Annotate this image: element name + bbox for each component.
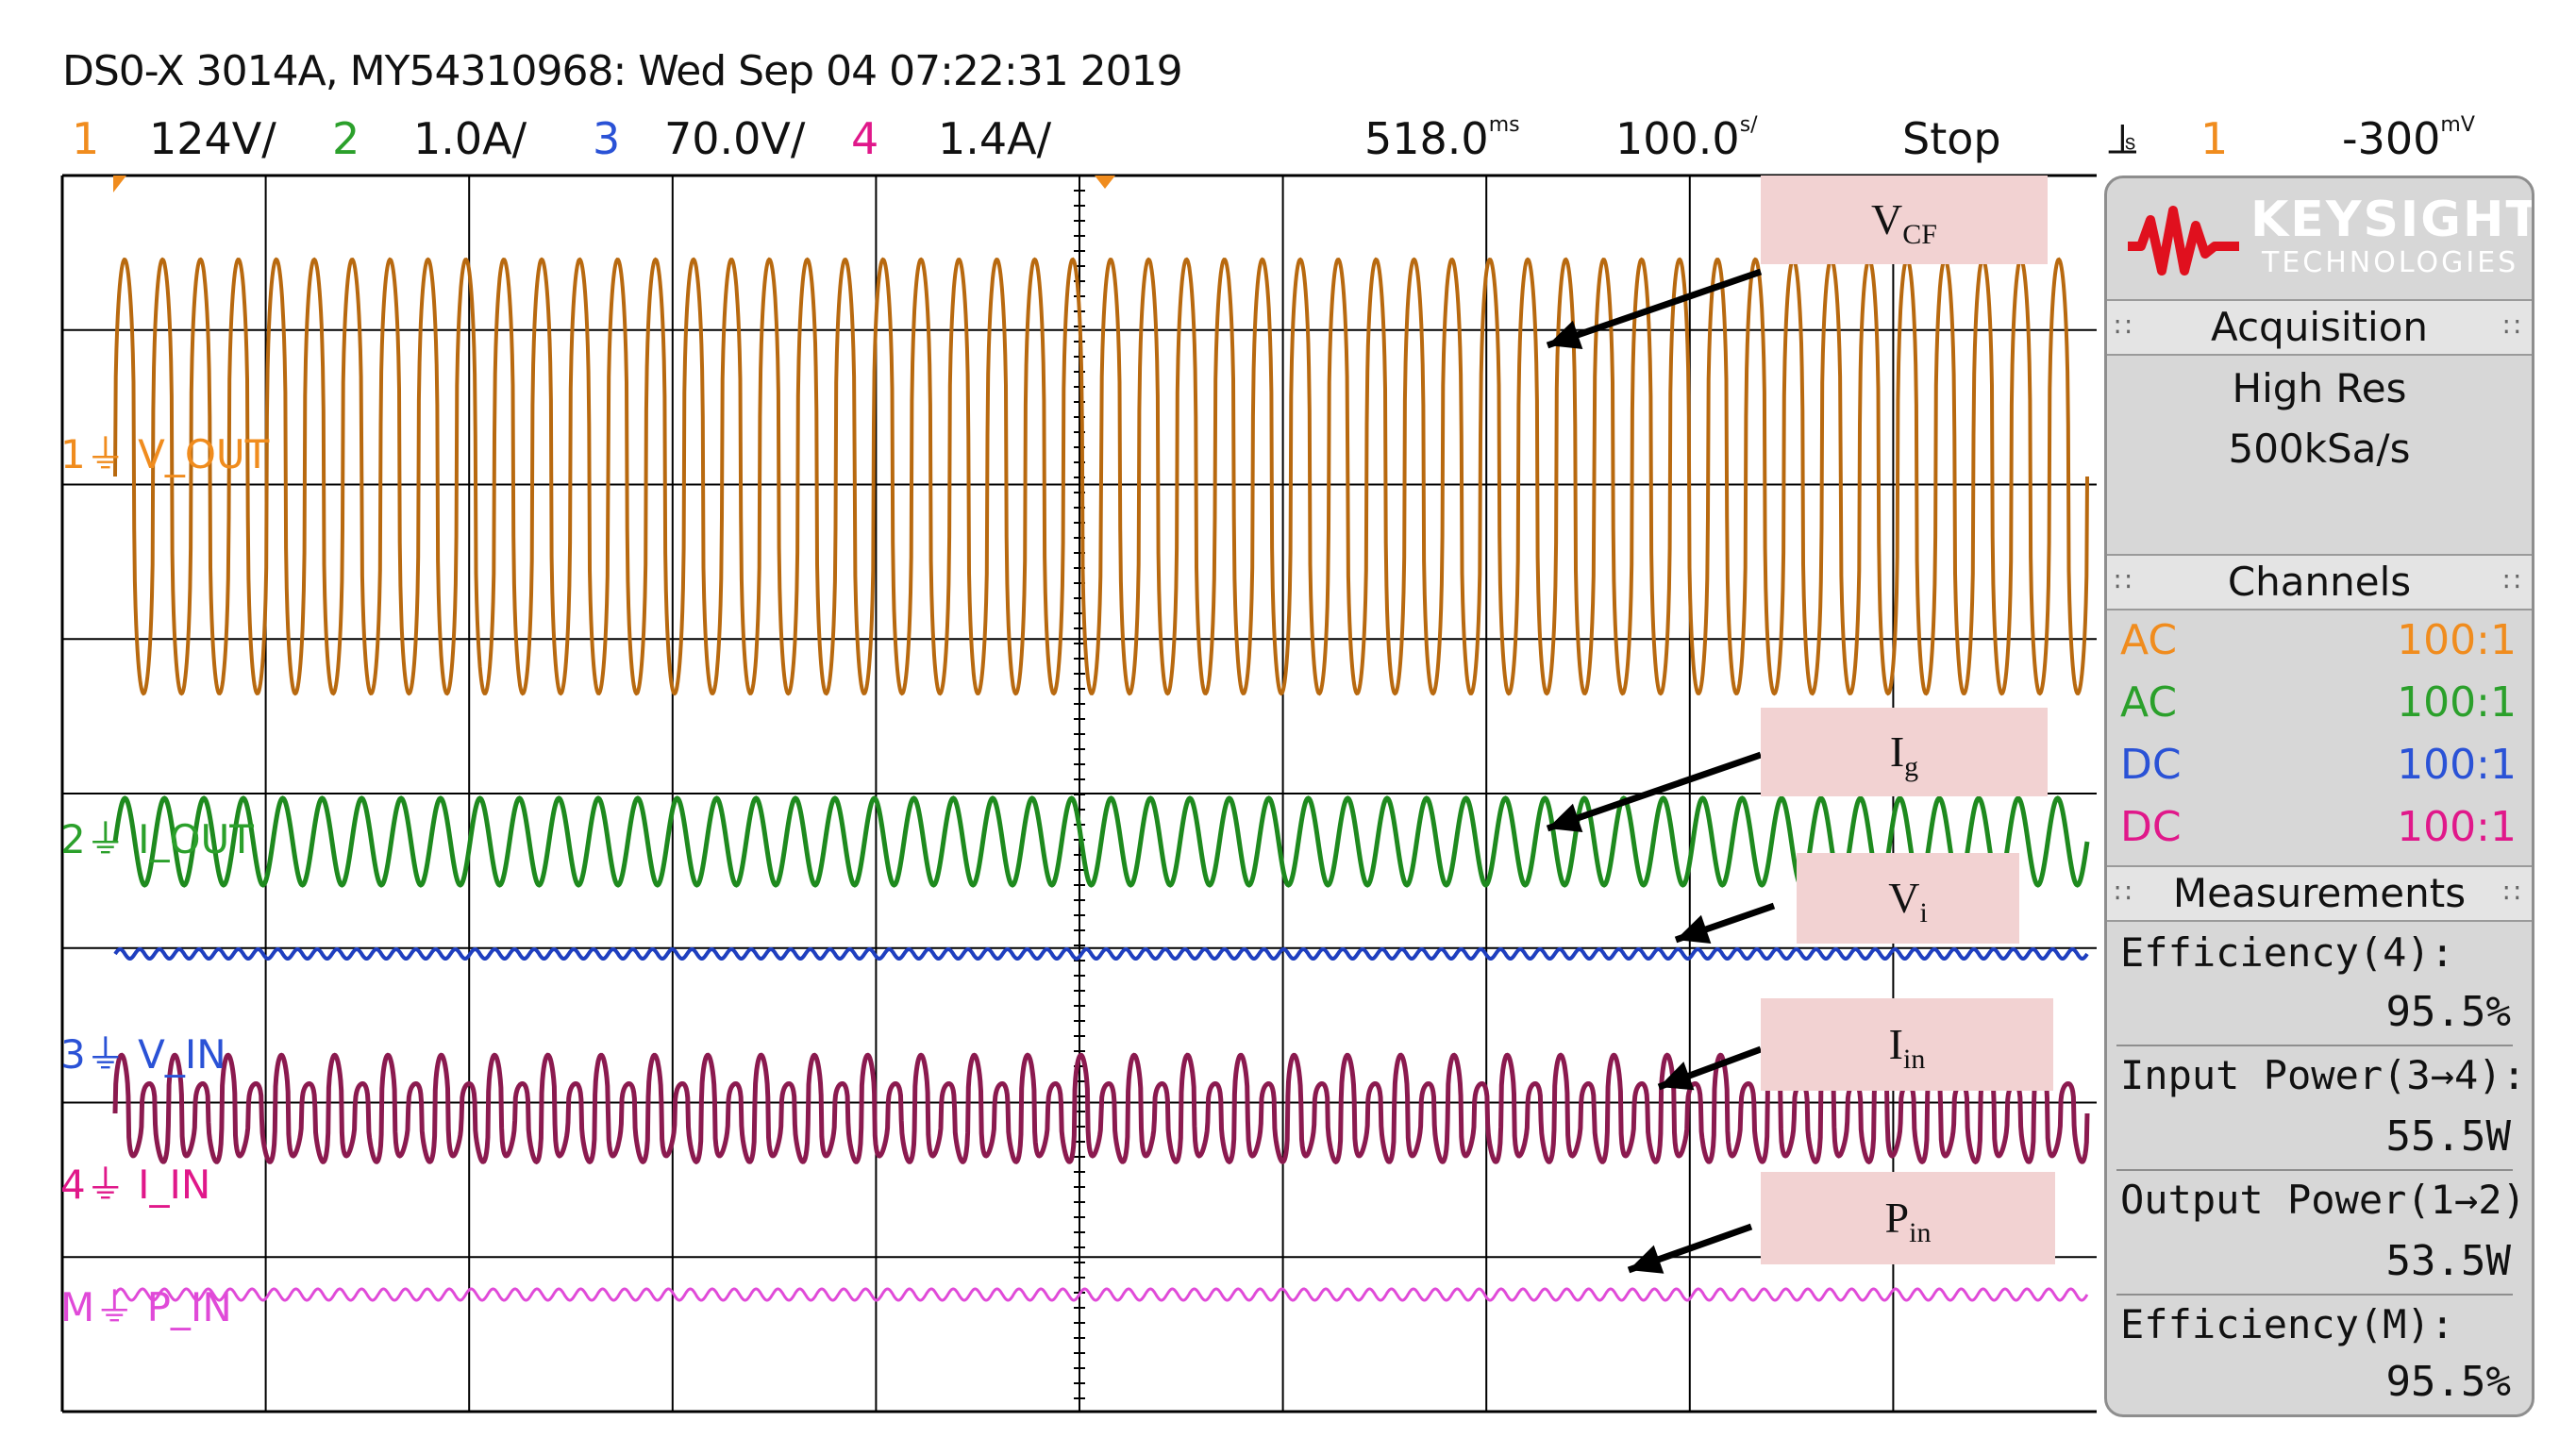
logo-subtext: TECHNOLOGIES — [2262, 246, 2519, 279]
measurement-label: Input Power(3→4): — [2120, 1052, 2526, 1098]
arrow-pin — [1627, 1223, 1753, 1274]
measurements-header[interactable]: ∷ Measurements ∷ — [2107, 865, 2532, 922]
side-panel: KEYSIGHT TECHNOLOGIES ∷ Acquisition ∷ Hi… — [2104, 176, 2534, 1417]
annotation-ig: Ig — [1761, 708, 2048, 796]
timebase: 100.0s/ — [1615, 113, 1758, 164]
grip-icon: ∷ — [2503, 566, 2520, 597]
measurement-value: 53.5W — [2385, 1237, 2511, 1285]
channel-row-3[interactable]: DC 100:1 — [2120, 741, 2517, 789]
run-state[interactable]: Stop — [1902, 113, 2001, 164]
grip-icon: ∷ — [2503, 311, 2520, 343]
trace-label-i-in: 4⏚ I_IN — [60, 1162, 211, 1208]
trace-label-v-in: 3⏚ V_IN — [60, 1031, 226, 1078]
arrow-vi — [1674, 902, 1776, 944]
grip-icon: ∷ — [2115, 878, 2132, 909]
acquisition-rate: 500kSa/s — [2228, 426, 2411, 472]
ch2-number: 2 — [332, 113, 360, 164]
divider — [2116, 1169, 2513, 1171]
trace-v-out — [113, 257, 2089, 696]
trigger-source: 1 — [2200, 113, 2229, 164]
arrow-vcf — [1546, 268, 1763, 350]
measurement-value: 95.5% — [2385, 1358, 2511, 1406]
ch3-scale: 70.0V/ — [664, 113, 806, 164]
channel-row-2[interactable]: AC 100:1 — [2120, 678, 2517, 727]
grip-icon: ∷ — [2115, 566, 2132, 597]
ch4-number: 4 — [851, 113, 879, 164]
annotation-pin: Pin — [1761, 1172, 2055, 1264]
trigger-level: -300mV — [2342, 113, 2475, 164]
annotation-iin: Iin — [1761, 998, 2053, 1091]
acquisition-mode: High Res — [2232, 365, 2407, 411]
annotation-arrows — [1546, 268, 1776, 1274]
divider — [2116, 1294, 2513, 1296]
trigger-edge-icon: ⫡ — [2108, 113, 2137, 164]
trace-v-in — [113, 947, 2089, 961]
ch1-scale: 124V/ — [149, 113, 276, 164]
graticule — [60, 174, 2097, 1413]
channel-row-1[interactable]: AC 100:1 — [2120, 616, 2517, 664]
trace-i-out — [112, 795, 2090, 888]
measurement-label: Efficiency(M): — [2120, 1301, 2455, 1347]
left-edge-marker — [113, 176, 126, 192]
ch2-scale: 1.0A/ — [413, 113, 527, 164]
keysight-wave-icon — [2128, 206, 2239, 276]
channel-row-4[interactable]: DC 100:1 — [2120, 803, 2517, 851]
trace-label-v-out: 1⏚ V_OUT — [60, 431, 270, 477]
time-position: 518.0ms — [1364, 113, 1520, 164]
arrow-iin — [1657, 1045, 1763, 1091]
trace-p-in — [113, 1287, 2089, 1302]
measurement-value: 95.5% — [2385, 988, 2511, 1036]
trace-i-in — [112, 1052, 2090, 1165]
channels-header[interactable]: ∷ Channels ∷ — [2107, 554, 2532, 610]
keysight-logo: KEYSIGHT TECHNOLOGIES — [2107, 178, 2532, 301]
measurement-label: Output Power(1→2): — [2120, 1177, 2534, 1223]
trace-label-i-out: 2⏚ I_OUT — [60, 816, 254, 862]
arrow-ig — [1546, 751, 1763, 833]
grip-icon: ∷ — [2503, 878, 2520, 909]
measurement-value: 55.5W — [2385, 1112, 2511, 1161]
measurement-label: Efficiency(4): — [2120, 929, 2455, 976]
ch1-number: 1 — [72, 113, 100, 164]
ch4-scale: 1.4A/ — [938, 113, 1052, 164]
scope-title: DS0-X 3014A, MY54310968: Wed Sep 04 07:2… — [62, 47, 1183, 95]
trace-label-p-in: M⏚ P_IN — [60, 1284, 232, 1330]
annotation-vcf: VCF — [1761, 176, 2048, 264]
divider — [2116, 1045, 2513, 1046]
logo-text: KEYSIGHT — [2250, 192, 2534, 248]
acquisition-header[interactable]: ∷ Acquisition ∷ — [2107, 299, 2532, 356]
annotation-vi: Vi — [1797, 853, 2019, 944]
ch3-number: 3 — [593, 113, 621, 164]
trigger-position-marker — [1095, 176, 1115, 189]
grip-icon: ∷ — [2115, 311, 2132, 343]
